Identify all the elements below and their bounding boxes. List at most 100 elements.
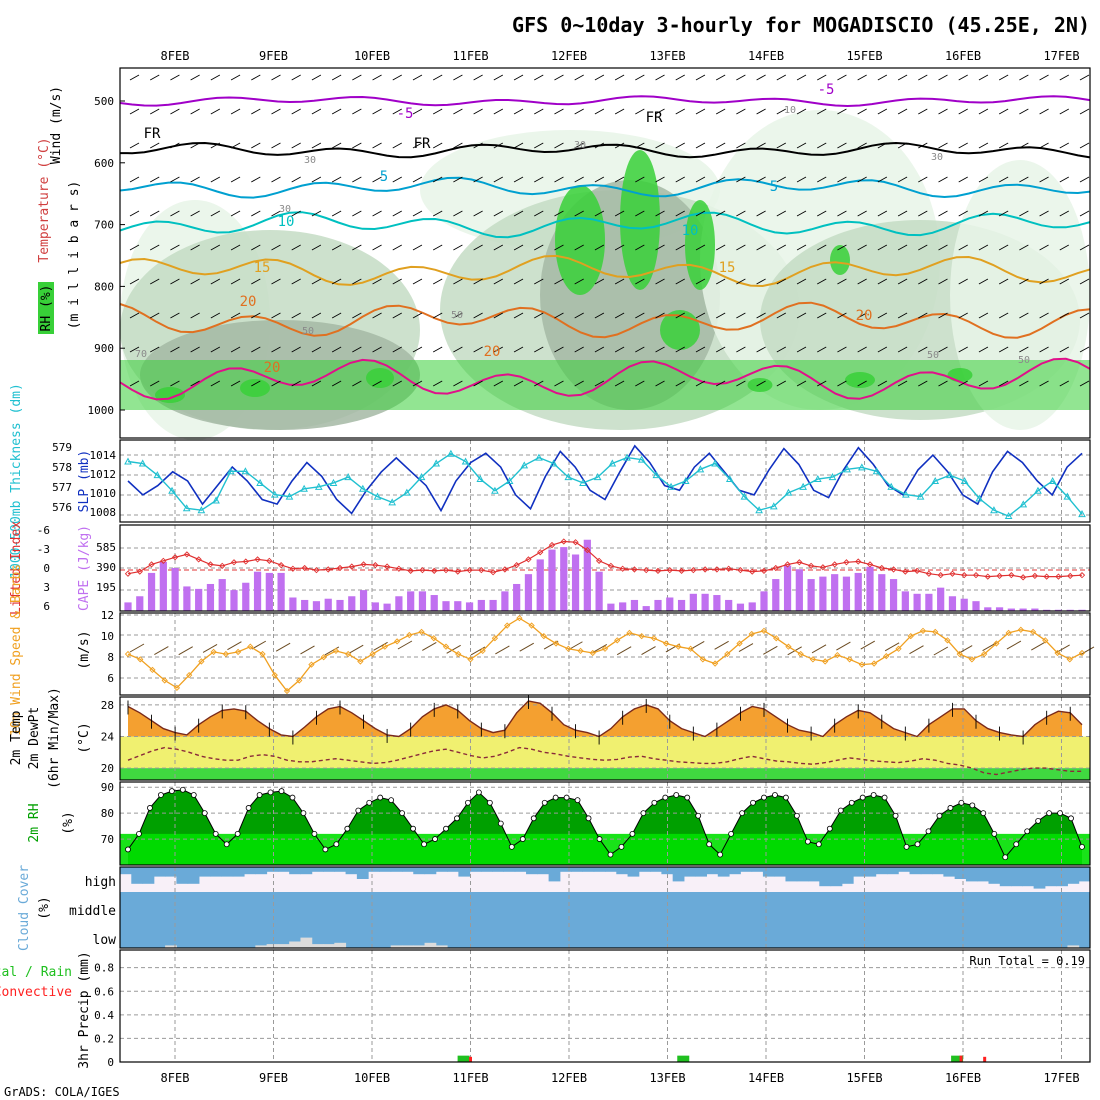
rh-marker	[399, 810, 406, 817]
cape-bar	[477, 599, 485, 611]
wind-barb	[695, 210, 706, 217]
thickness-marker	[1004, 512, 1013, 520]
wind-barb	[473, 210, 483, 217]
wind-barb	[473, 176, 483, 183]
wind-barb	[1079, 108, 1090, 115]
wind-barb	[776, 312, 787, 319]
wind-barb	[877, 380, 888, 387]
temperature-tick-label: 20	[101, 762, 114, 775]
lifted-index-marker	[1019, 574, 1027, 581]
wind-barb	[1079, 210, 1090, 217]
wind-barb	[817, 142, 827, 149]
cloud-low-bar	[401, 945, 414, 948]
wind-barb	[453, 312, 463, 319]
cloud-high-bar	[1022, 867, 1035, 887]
wind-barb	[614, 142, 625, 149]
wind-barb	[170, 176, 180, 183]
wind-barb	[291, 278, 301, 285]
thickness-marker	[182, 504, 191, 512]
cape-bar	[560, 547, 568, 611]
lifted-index-marker	[690, 567, 697, 574]
wind-barb	[331, 346, 342, 353]
wind-barb	[756, 380, 766, 387]
cloud-high-bar	[120, 867, 132, 875]
wind-barb	[190, 142, 200, 149]
lifted-index-marker	[913, 567, 921, 575]
cape-bar	[619, 602, 627, 611]
cloud-level-label: middle	[69, 904, 116, 919]
cloud-high-bar	[932, 867, 944, 875]
wind-barb	[493, 380, 504, 387]
wind-barb	[331, 244, 342, 251]
thickness-marker	[432, 459, 441, 467]
upper-air-frame	[119, 67, 1091, 439]
wind-barb	[1039, 278, 1049, 285]
wind-barb	[311, 74, 322, 81]
dewpt-axis-label: 2m DewPt	[27, 707, 42, 770]
lifted-index-marker	[619, 565, 626, 572]
wind-barb	[614, 210, 625, 217]
lifted-index-marker	[289, 565, 297, 572]
rh-marker	[125, 846, 131, 853]
surface-wind-barb	[1006, 640, 1022, 650]
wind-barb	[918, 346, 928, 353]
temperature-axis-label: Temperature (°C)	[37, 137, 52, 262]
wind-barb	[210, 176, 221, 183]
wind-barb	[756, 74, 766, 81]
wind-barb	[412, 74, 423, 81]
wind-speed-marker	[1029, 628, 1037, 636]
wind-barb	[897, 244, 908, 251]
wind-barb	[857, 346, 867, 353]
wind-barb	[251, 244, 261, 251]
cape-bar	[336, 599, 344, 611]
wind-barb	[938, 346, 948, 353]
wind-barb	[210, 108, 221, 115]
cloud-high-bar	[988, 867, 1001, 884]
wind-speed-marker	[1042, 637, 1049, 644]
rh-marker	[497, 820, 504, 827]
lifted-index-marker	[489, 569, 497, 576]
lifted-index-marker	[678, 567, 685, 575]
cloud-high-bar	[469, 867, 482, 872]
wind-barb	[614, 278, 625, 285]
wind-barb	[473, 312, 483, 319]
wind-barb	[897, 176, 908, 183]
rh-marker	[717, 851, 724, 858]
wind-barb	[493, 176, 504, 183]
wind-barb	[251, 278, 261, 285]
wind-barb	[958, 244, 968, 251]
contour-label: 50	[927, 350, 939, 361]
lifted-index-marker	[1031, 572, 1039, 580]
wind-barb	[655, 142, 665, 149]
cloud-high-bar	[909, 867, 922, 875]
lifted-index-marker	[207, 561, 214, 568]
lifted-index-marker	[478, 567, 485, 574]
wind-barb	[432, 74, 443, 81]
rh-marker	[541, 799, 548, 806]
thickness-marker	[843, 465, 852, 473]
wind-barb	[1079, 312, 1090, 319]
wind-barb	[796, 380, 807, 387]
cloud-high-bar	[165, 867, 177, 877]
wind-barb	[655, 108, 665, 115]
rh-marker	[147, 805, 153, 811]
rain-legend-label: Total / Rain	[0, 965, 72, 980]
thickness-marker	[696, 465, 705, 473]
slp-tick-label: 1014	[90, 449, 117, 462]
wind-barb	[432, 346, 443, 353]
lifted-index-marker	[961, 572, 968, 579]
lifted-index-marker	[525, 556, 532, 563]
lifted-index-marker	[631, 566, 638, 573]
wind-barb	[756, 142, 766, 149]
wind-barb	[918, 108, 928, 115]
wind-speed-marker	[1078, 649, 1086, 657]
date-label-top: 12FEB	[551, 49, 587, 63]
wind-barb	[291, 312, 301, 319]
date-label-top: 9FEB	[259, 49, 288, 63]
wind-speed-marker	[699, 656, 706, 663]
surface-wind-barb	[397, 640, 413, 650]
surface-wind-barb	[129, 643, 145, 653]
pressure-tick-label: 800	[94, 280, 114, 293]
rh-marker	[366, 799, 373, 806]
wind-barb	[1079, 142, 1090, 149]
